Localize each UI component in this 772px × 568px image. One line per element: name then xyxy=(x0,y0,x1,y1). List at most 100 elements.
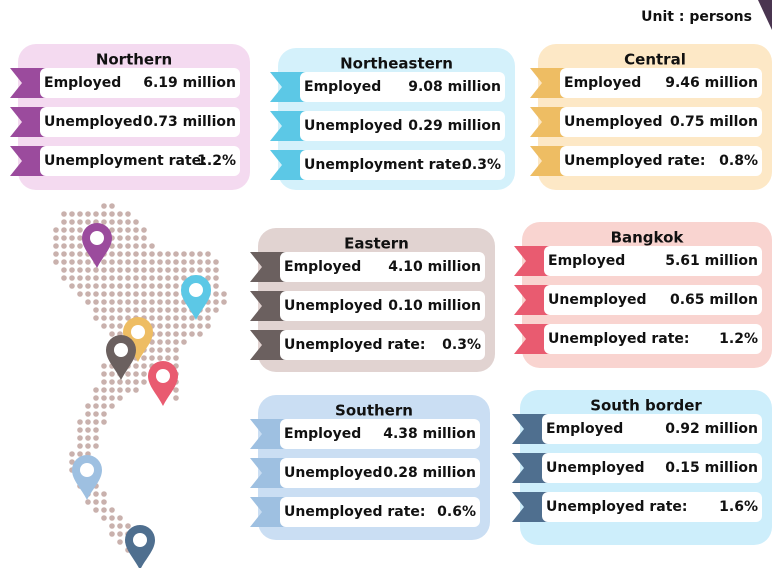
map-dot xyxy=(149,275,155,281)
map-dot xyxy=(165,251,171,257)
map-dot xyxy=(189,267,195,273)
map-dot xyxy=(101,387,107,393)
map-dot xyxy=(117,323,123,329)
map-dot xyxy=(109,211,115,217)
map-dot xyxy=(77,275,83,281)
map-dot xyxy=(109,203,115,209)
map-dot xyxy=(165,291,171,297)
map-dot xyxy=(133,243,139,249)
map-dot xyxy=(101,283,107,289)
row-value: 4.38 million xyxy=(383,426,476,442)
map-dot xyxy=(165,267,171,273)
map-dot xyxy=(53,235,59,241)
row-box xyxy=(280,458,480,488)
map-dot xyxy=(173,267,179,273)
row-value: 0.65 millon xyxy=(670,292,758,308)
map-pin xyxy=(72,455,102,500)
row-box xyxy=(280,419,480,449)
map-dot xyxy=(77,427,83,433)
map-dot xyxy=(181,315,187,321)
map-dot xyxy=(77,443,83,449)
map-dot xyxy=(197,267,203,273)
map-dot xyxy=(101,323,107,329)
map-dot xyxy=(77,451,83,457)
map-dot xyxy=(117,387,123,393)
map-dot xyxy=(165,355,171,361)
region-title: Southern xyxy=(335,402,413,420)
map-dot xyxy=(77,227,83,233)
map-dot xyxy=(157,355,163,361)
row-box xyxy=(544,324,762,354)
row-label: Unemployed rate: xyxy=(548,331,690,347)
map-dot xyxy=(53,227,59,233)
row-label: Unemployment rate: xyxy=(44,153,207,169)
unit-label: Unit : persons xyxy=(641,9,752,25)
map-dot xyxy=(101,299,107,305)
map-dot xyxy=(133,291,139,297)
map-dot xyxy=(101,395,107,401)
row-box xyxy=(40,146,240,176)
map-dot xyxy=(173,347,179,353)
map-pin-hole xyxy=(80,463,94,477)
map-dot xyxy=(69,219,75,225)
row-value: 0.3% xyxy=(442,337,481,353)
map-dot xyxy=(109,387,115,393)
map-dot xyxy=(101,307,107,313)
map-dot xyxy=(125,307,131,313)
row-box xyxy=(280,330,485,360)
map-dot xyxy=(181,267,187,273)
row-label: Unemployed xyxy=(284,298,383,314)
map-dot xyxy=(181,307,187,313)
map-dot xyxy=(125,275,131,281)
row-box xyxy=(280,497,480,527)
map-dot xyxy=(149,347,155,353)
map-dot xyxy=(205,251,211,257)
map-dot xyxy=(109,251,115,257)
map-dot xyxy=(93,395,99,401)
map-dot xyxy=(109,275,115,281)
map-dot xyxy=(93,499,99,505)
map-dot xyxy=(117,531,123,537)
map-dot xyxy=(165,315,171,321)
map-dot xyxy=(101,259,107,265)
map-dot xyxy=(165,339,171,345)
row-box xyxy=(542,453,762,483)
map-dot xyxy=(109,299,115,305)
row-value: 0.29 million xyxy=(408,118,501,134)
map-dot xyxy=(141,235,147,241)
map-dot xyxy=(53,243,59,249)
map-dot xyxy=(125,387,131,393)
map-dot xyxy=(77,435,83,441)
map-dot xyxy=(173,259,179,265)
map-dot xyxy=(133,235,139,241)
map-dot xyxy=(197,323,203,329)
map-dot xyxy=(157,347,163,353)
map-dot xyxy=(117,291,123,297)
map-dot xyxy=(173,339,179,345)
map-dot xyxy=(125,523,131,529)
map-dot xyxy=(213,299,219,305)
map-dot xyxy=(77,259,83,265)
map-dot xyxy=(157,307,163,313)
map-dot xyxy=(117,523,123,529)
map-dot xyxy=(101,403,107,409)
map-dot xyxy=(77,219,83,225)
map-dot xyxy=(93,419,99,425)
map-dot xyxy=(133,299,139,305)
map-dot xyxy=(213,307,219,313)
map-dot xyxy=(117,267,123,273)
map-dot xyxy=(133,267,139,273)
map-dot xyxy=(205,315,211,321)
map-dot xyxy=(141,251,147,257)
corner-decoration xyxy=(758,0,772,30)
map-dot xyxy=(189,323,195,329)
row-label: Unemployment rate: xyxy=(304,157,467,173)
map-dot xyxy=(93,307,99,313)
row-label: Employed xyxy=(44,75,121,91)
map-dot xyxy=(133,307,139,313)
map-dot xyxy=(101,491,107,497)
row-value: 6.19 million xyxy=(143,75,236,91)
map-dot xyxy=(141,307,147,313)
map-dot xyxy=(85,411,91,417)
row-label: Employed xyxy=(304,79,381,95)
